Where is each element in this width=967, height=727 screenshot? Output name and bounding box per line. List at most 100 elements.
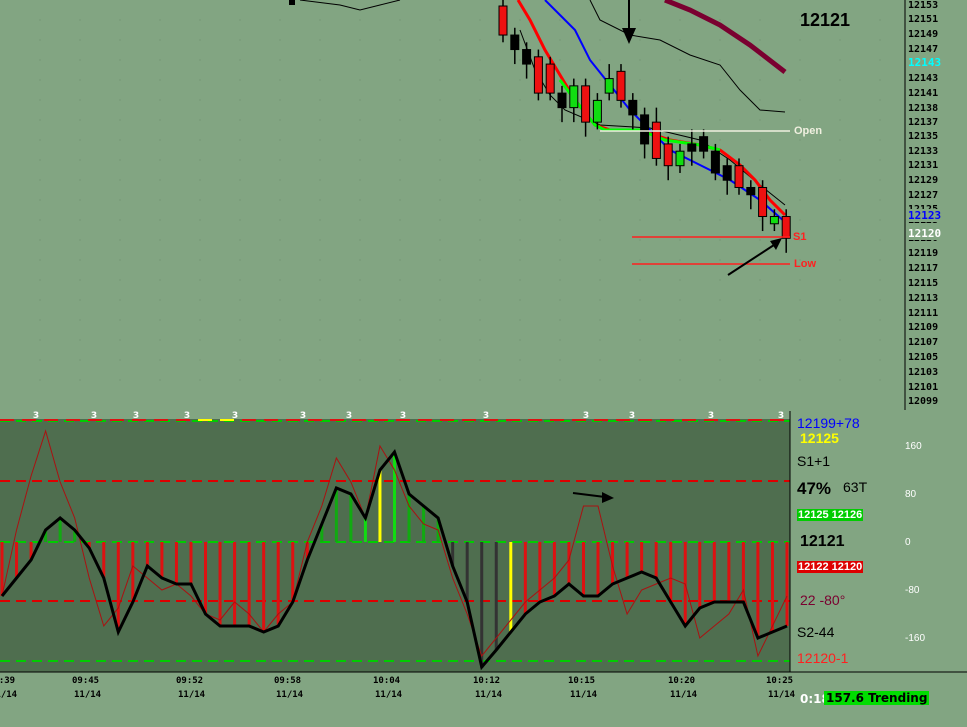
price-tick-label: 12129 [908, 175, 939, 186]
osc-top-marker: 3 [778, 411, 784, 421]
osc-arrow-head [602, 492, 614, 503]
time-tick-label: 09:58 [274, 676, 302, 686]
time-tick-label: 09:45 [72, 676, 100, 686]
upper-envelope [589, 0, 786, 113]
osc-arrow-shaft [572, 492, 606, 498]
candle-body [569, 85, 579, 109]
osc-top-marker: 3 [232, 411, 238, 421]
price-tick-label: 12113 [908, 293, 939, 304]
candle-body [545, 63, 555, 94]
candle-body [746, 186, 756, 196]
price-tick-label: 12127 [908, 190, 939, 201]
price-tick-label: 12101 [908, 382, 939, 393]
candle-body [557, 92, 567, 109]
osc-top-marker: 3 [184, 411, 190, 421]
candle-body [616, 70, 626, 101]
candle-body [758, 186, 768, 218]
candle-body [663, 143, 673, 167]
osc-top-marker: 3 [583, 411, 589, 421]
status-time-left: 0:18 [800, 692, 830, 706]
date-tick-label: 11/14 [276, 690, 304, 700]
level-label: Low [794, 258, 816, 270]
candle-body [769, 216, 779, 225]
indicator-tag: 12125 [800, 430, 839, 446]
time-tick-label: 10:15 [568, 676, 596, 686]
indicator-tag: S2-44 [797, 624, 835, 640]
osc-tick-label: -160 [905, 633, 926, 644]
candle-body [640, 114, 650, 145]
osc-main-line [0, 448, 788, 671]
lower-envelope [519, 29, 786, 206]
price-highlight-label: 12143 [908, 56, 942, 69]
price-tick-label: 12137 [908, 117, 939, 128]
price-tick-label: 12119 [908, 248, 939, 259]
price-highlight-label: 12120 [908, 227, 942, 240]
candle-body [722, 165, 732, 181]
osc-top-marker: 3 [629, 411, 635, 421]
price-tick-label: 12103 [908, 367, 939, 378]
diag-arrow-head [770, 238, 782, 250]
candle-body [699, 136, 709, 152]
indicator-tag: 12121 [800, 533, 845, 550]
date-tick-label: 11/14 [475, 690, 503, 700]
indicator-tag: S1+1 [797, 453, 831, 469]
indicator-top-strip [0, 411, 790, 419]
date-tick-label: 11/14 [178, 690, 206, 700]
date-tick-label: 11/14 [768, 690, 796, 700]
price-tick-label: 12117 [908, 263, 939, 274]
indicator-tag: 47% [797, 479, 832, 498]
osc-tick-label: 80 [905, 489, 917, 500]
indicator-tag: 12120-1 [797, 650, 849, 666]
indicator-tag: 12122 12120 [797, 561, 864, 573]
candle-body [581, 85, 591, 123]
price-tick-label: 12153 [908, 0, 939, 11]
price-tick-label: 12115 [908, 278, 939, 289]
candle-body [687, 143, 697, 152]
osc-signal-line [1, 429, 788, 658]
candle-body [522, 49, 532, 65]
candle-body [533, 56, 543, 94]
upper-envelope-old [299, 0, 401, 11]
candle-body [710, 150, 720, 174]
price-tick-label: 12107 [908, 337, 939, 348]
osc-tick-label: -80 [905, 585, 920, 596]
price-tick-label: 12131 [908, 160, 939, 171]
trend-badge: 157.6 Trending [824, 691, 930, 705]
osc-top-marker: 3 [33, 411, 39, 421]
price-tick-label: 12111 [908, 308, 939, 319]
price-tick-label: 12109 [908, 322, 939, 333]
price-tick-label: 12133 [908, 146, 939, 157]
date-tick-label: 11/14 [570, 690, 598, 700]
time-tick-label: 09:39 [0, 676, 16, 686]
indicator-tag: 12199+78 [797, 415, 860, 431]
candle-body [592, 99, 602, 123]
price-tick-label: 12135 [908, 131, 939, 142]
candle-body [510, 34, 520, 51]
osc-top-marker: 3 [346, 411, 352, 421]
price-highlight-label: 12123 [908, 209, 942, 222]
candle-body [781, 216, 791, 239]
date-tick-label: 11/14 [0, 690, 18, 700]
level-label: S1 [793, 231, 807, 243]
price-tick-label: 12105 [908, 352, 939, 363]
osc-top-marker: 3 [300, 411, 306, 421]
time-tick-label: 10:04 [373, 676, 401, 686]
date-tick-label: 11/14 [375, 690, 403, 700]
big-price: 12121 [800, 10, 851, 30]
candle-body [628, 99, 638, 116]
diag-arrow-shaft [727, 242, 778, 276]
indicator-tag: 63T [843, 479, 868, 495]
time-tick-label: 09:52 [176, 676, 204, 686]
osc-top-marker: 3 [708, 411, 714, 421]
price-tick-label: 12147 [908, 44, 939, 55]
level-label: Open [794, 125, 823, 137]
price-tick-label: 12143 [908, 73, 939, 84]
osc-tick-label: 160 [905, 441, 922, 452]
candle-body [675, 150, 685, 167]
osc-top-marker: 3 [400, 411, 406, 421]
price-tick-label: 12149 [908, 29, 939, 40]
slow-ma-line [664, 0, 787, 74]
osc-top-marker: 3 [91, 411, 97, 421]
date-tick-label: 11/14 [670, 690, 698, 700]
